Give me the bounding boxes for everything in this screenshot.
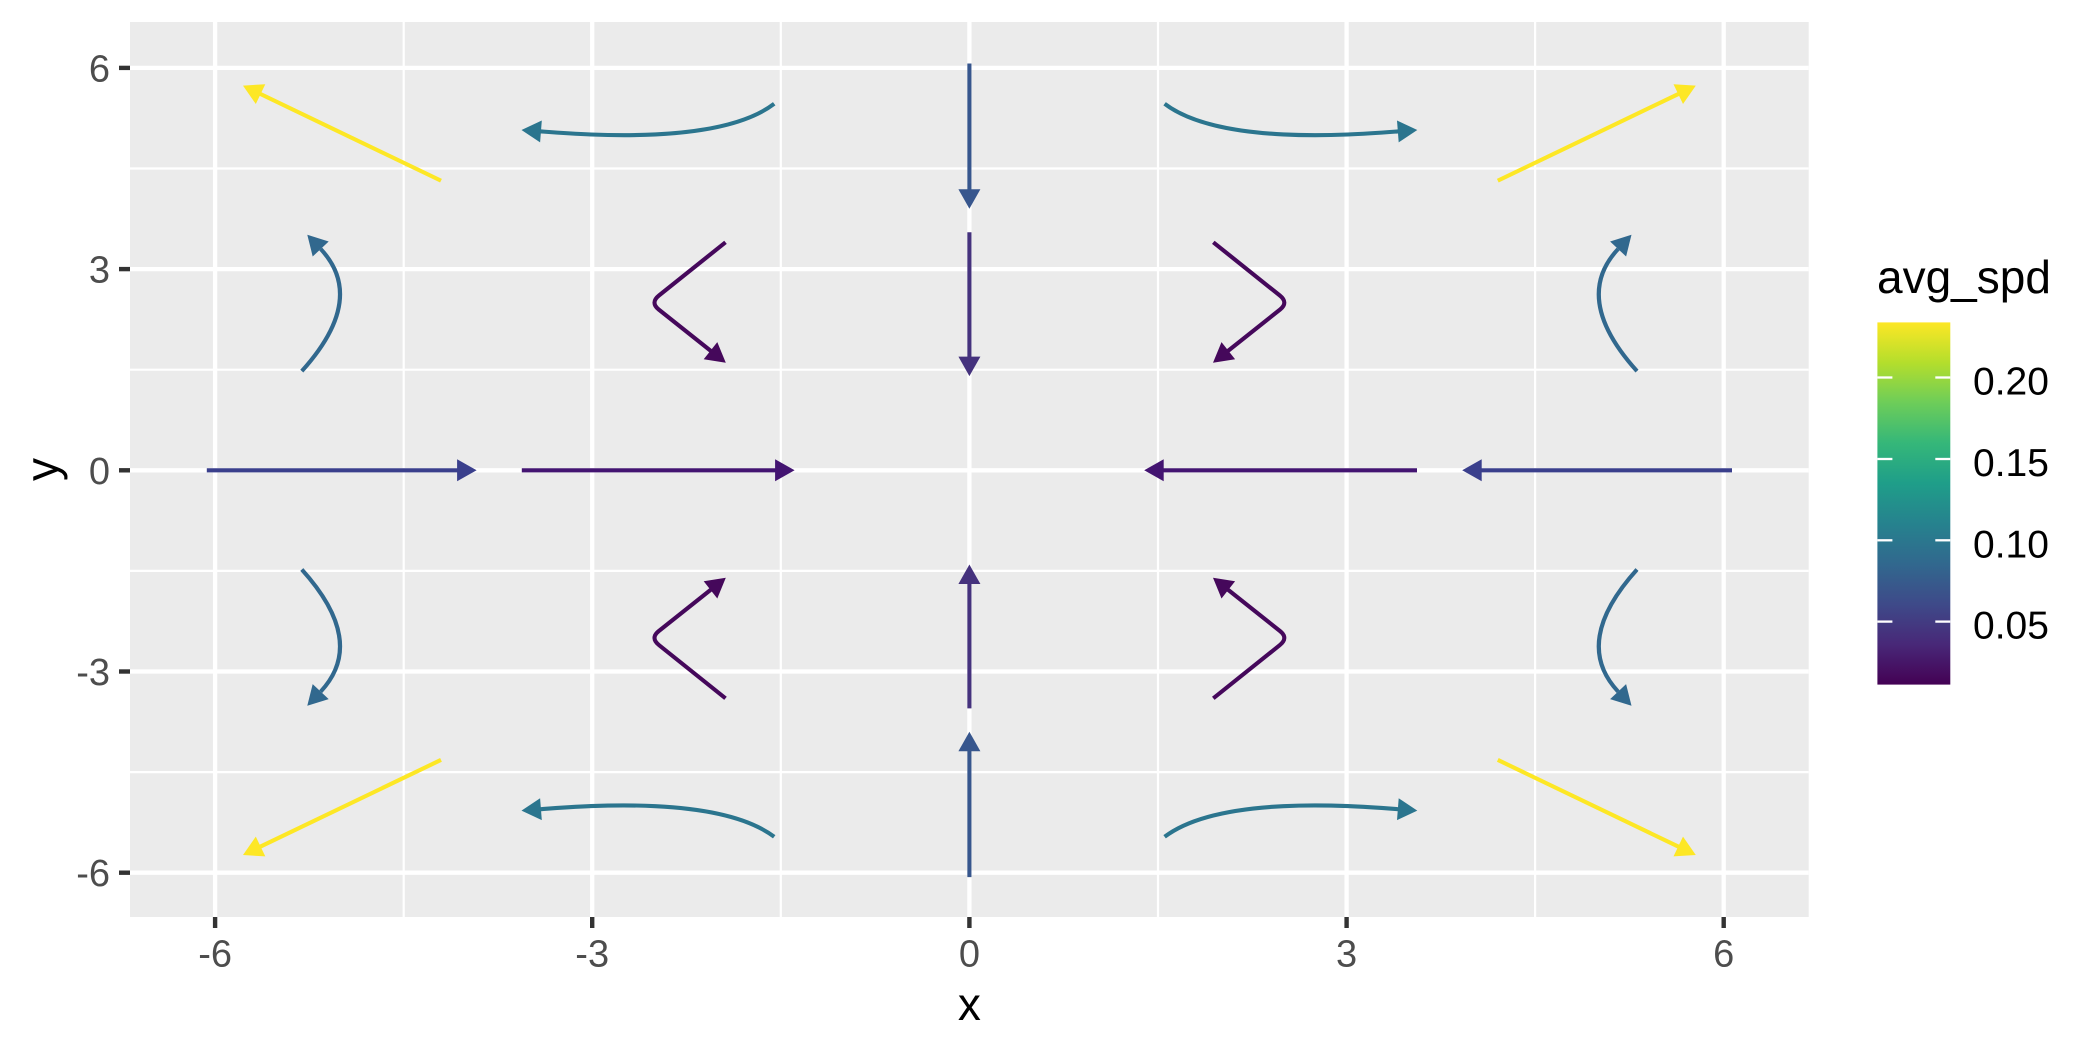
svg-text:3: 3: [1336, 934, 1357, 976]
svg-text:0: 0: [89, 451, 110, 493]
svg-text:-3: -3: [575, 934, 609, 976]
svg-text:6: 6: [1713, 934, 1734, 976]
svg-text:3: 3: [89, 250, 110, 292]
svg-text:0.05: 0.05: [1973, 605, 2049, 648]
svg-text:avg_spd: avg_spd: [1877, 251, 2051, 303]
svg-text:0.20: 0.20: [1973, 361, 2049, 404]
svg-text:x: x: [958, 978, 981, 1030]
svg-text:-6: -6: [76, 853, 110, 895]
svg-text:-6: -6: [198, 934, 232, 976]
svg-text:0.10: 0.10: [1973, 523, 2049, 566]
svg-text:-3: -3: [76, 652, 110, 694]
svg-text:0: 0: [959, 934, 980, 976]
svg-text:6: 6: [89, 48, 110, 90]
svg-text:y: y: [16, 458, 68, 481]
svg-text:0.15: 0.15: [1973, 442, 2049, 485]
